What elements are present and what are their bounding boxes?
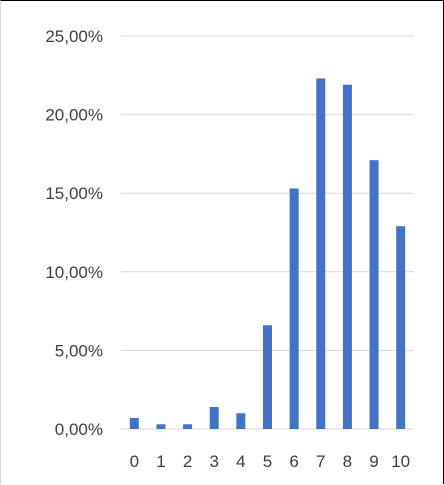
bar-4 [236,413,246,429]
bar-0 [129,417,139,429]
x-tick-label: 3 [209,452,218,471]
bar-6 [289,188,299,429]
x-tick-label: 6 [289,452,298,471]
bar-5 [263,325,272,429]
x-axis-tick-labels: 0 1 2 3 4 5 6 7 8 9 10 [130,452,411,471]
y-tick-label: 20,00% [45,106,103,125]
x-tick-label: 4 [236,452,245,471]
bar-1 [156,424,166,429]
bar-7 [316,78,326,429]
y-tick-label: 10,00% [45,263,103,282]
x-tick-label: 2 [183,452,192,471]
x-tick-label: 9 [369,452,378,471]
bar-10 [396,226,406,429]
bar-8 [342,84,352,430]
x-tick-label: 0 [130,452,139,471]
bar-9 [369,160,379,430]
x-tick-label: 10 [391,452,410,471]
y-tick-label: 25,00% [45,27,103,46]
x-tick-label: 7 [316,452,325,471]
x-tick-label: 8 [343,452,352,471]
bars [129,78,406,430]
y-tick-label: 5,00% [55,341,103,360]
y-tick-label: 0,00% [55,420,103,439]
bar-2 [183,424,193,429]
x-tick-label: 1 [156,452,165,471]
bar-3 [209,406,219,429]
x-tick-label: 5 [263,452,272,471]
y-tick-label: 15,00% [45,184,103,203]
y-axis-tick-labels: 0,00% 5,00% 10,00% 15,00% 20,00% 25,00% [45,27,103,439]
gridlines [121,35,414,430]
